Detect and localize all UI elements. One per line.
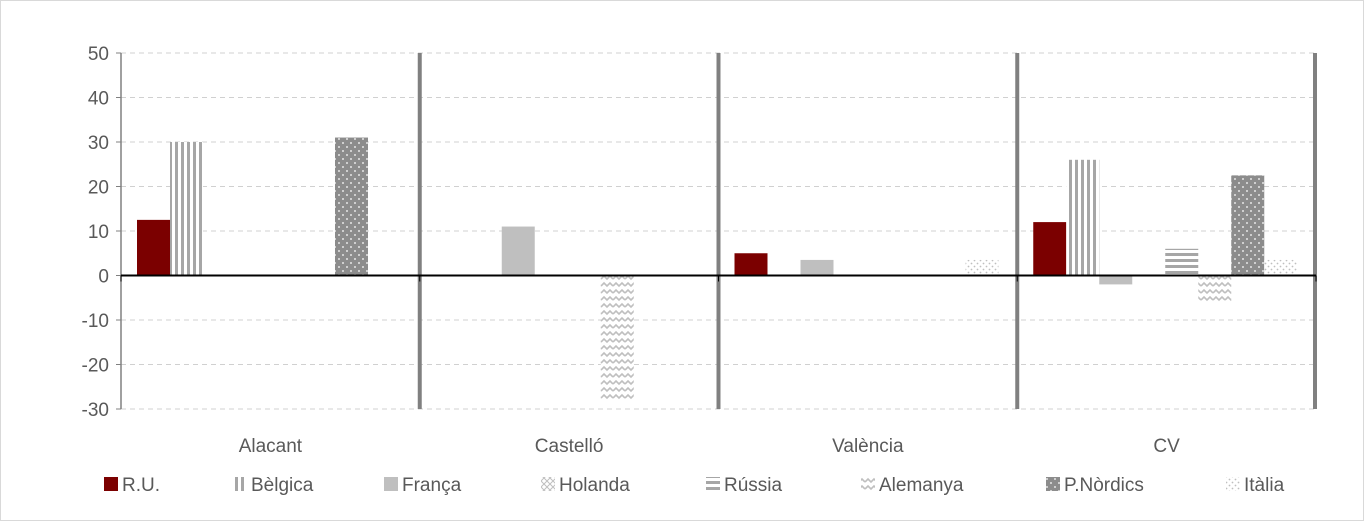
legend-item-italia: Itàlia bbox=[1226, 475, 1285, 496]
legend-label: França bbox=[402, 475, 462, 496]
legend-item-holanda: Holanda bbox=[541, 475, 630, 496]
axis-labels: -30 -20 -10 0 10 20 30 40 50 Alacant Castelló Valèn… bbox=[82, 44, 1181, 457]
bar-franca-valencia bbox=[800, 259, 834, 276]
legend-item-belgica: Bèlgica bbox=[233, 475, 314, 496]
y-tick-label: 30 bbox=[88, 133, 109, 154]
legend-swatch bbox=[541, 477, 555, 491]
category-label-alacant: Alacant bbox=[239, 436, 303, 457]
category-separators bbox=[417, 53, 1317, 409]
bar-franca-cv bbox=[1099, 275, 1133, 285]
y-tick-label: 20 bbox=[88, 178, 109, 199]
bar-alemanya-castello bbox=[600, 275, 634, 401]
legend-item-r-u: R.U. bbox=[104, 475, 160, 496]
legend-swatch bbox=[706, 477, 720, 491]
legend-swatch bbox=[233, 477, 247, 491]
legend-item-p-nordics: P.Nòrdics bbox=[1046, 475, 1144, 496]
legend-label: Holanda bbox=[559, 475, 630, 496]
y-tick-label: 0 bbox=[98, 267, 109, 288]
bar-alemanya-cv bbox=[1198, 275, 1232, 303]
legend-item-alemanya: Alemanya bbox=[861, 475, 964, 496]
bar-franca-castello bbox=[501, 226, 535, 276]
legend-swatch bbox=[1046, 477, 1060, 491]
axes bbox=[116, 52, 1317, 410]
bar-r-u-valencia bbox=[734, 253, 768, 276]
legend-swatch bbox=[861, 477, 875, 491]
legend-item-russia: Rússia bbox=[706, 475, 783, 496]
legend-label: R.U. bbox=[122, 475, 160, 496]
bar-italia-valencia bbox=[965, 259, 999, 276]
legend-label: Itàlia bbox=[1244, 475, 1285, 496]
y-tick-label: 40 bbox=[88, 89, 109, 110]
category-label-cv: CV bbox=[1153, 436, 1180, 457]
bar-belgica-alacant bbox=[170, 142, 203, 276]
y-tick-label: -10 bbox=[82, 311, 109, 332]
bar-italia-cv bbox=[1264, 259, 1298, 276]
bar-belgica-cv bbox=[1066, 159, 1100, 276]
legend-swatch bbox=[384, 477, 398, 491]
y-tick-label: 10 bbox=[88, 222, 109, 243]
legend-label: Rússia bbox=[724, 475, 783, 496]
bar-r-u-alacant bbox=[137, 219, 170, 276]
legend: R.U. Bèlgica França Holanda Rússia Alemanya P.… bbox=[104, 475, 1285, 496]
bar-p-nordics-alacant bbox=[335, 137, 368, 276]
legend-label: P.Nòrdics bbox=[1064, 475, 1144, 496]
bar-p-nordics-cv bbox=[1231, 175, 1265, 276]
y-tick-label: -20 bbox=[82, 356, 109, 377]
category-label-valencia: València bbox=[832, 436, 904, 457]
legend-label: Bèlgica bbox=[251, 475, 314, 496]
legend-item-franca: França bbox=[384, 475, 462, 496]
category-label-castello: Castelló bbox=[535, 436, 604, 457]
bar-r-u-cv bbox=[1033, 222, 1067, 276]
y-tick-label: -30 bbox=[82, 400, 109, 421]
bar-russia-cv bbox=[1165, 248, 1199, 276]
y-tick-label: 50 bbox=[88, 44, 109, 65]
legend-swatch bbox=[104, 477, 118, 491]
legend-swatch bbox=[1226, 477, 1240, 491]
bars bbox=[137, 137, 1298, 401]
legend-label: Alemanya bbox=[879, 475, 964, 496]
